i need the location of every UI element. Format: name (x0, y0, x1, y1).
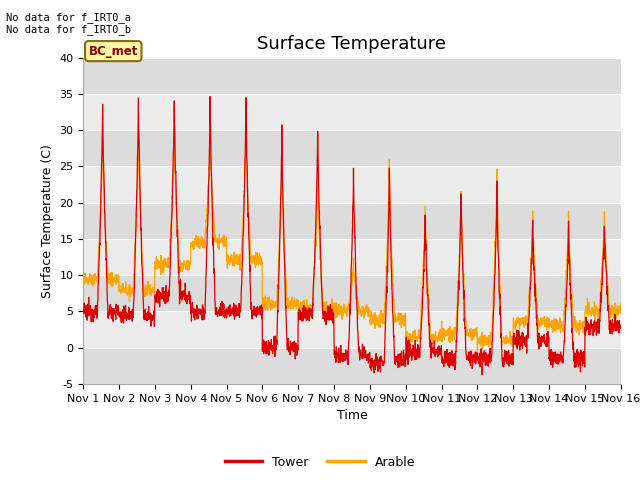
Tower (367, 367, 375, 373)
Tower (79, 310, 87, 315)
Y-axis label: Surface Temperature (C): Surface Temperature (C) (41, 144, 54, 298)
Title: Surface Temperature: Surface Temperature (257, 35, 447, 53)
Arable (474, 348, 481, 354)
Tower (508, 357, 516, 362)
Text: BC_met: BC_met (88, 45, 138, 58)
Text: No data for f_IRT0_b: No data for f_IRT0_b (6, 24, 131, 35)
Tower (230, 305, 237, 311)
Line: Tower: Tower (83, 96, 621, 375)
Bar (83, 239, 621, 275)
Arable (508, 343, 516, 349)
Bar (83, 94, 621, 130)
Arable (570, 325, 577, 331)
Arable (230, 262, 237, 268)
Tower (584, 327, 592, 333)
Arable (367, 316, 375, 322)
Bar (83, 58, 621, 94)
Arable (584, 311, 592, 316)
Arable (380, 314, 387, 320)
Bar (83, 312, 621, 348)
Tower (206, 94, 214, 99)
Bar (83, 203, 621, 239)
Bar (83, 167, 621, 203)
Tower (617, 325, 625, 331)
Arable (79, 275, 87, 281)
Bar (83, 348, 621, 384)
Bar (83, 275, 621, 312)
Tower (478, 372, 486, 378)
X-axis label: Time: Time (337, 409, 367, 422)
Arable (617, 301, 625, 307)
Bar (83, 130, 621, 167)
Tower (380, 360, 387, 366)
Arable (99, 136, 106, 142)
Tower (570, 345, 577, 350)
Line: Arable: Arable (83, 139, 621, 351)
Text: No data for f_IRT0_a: No data for f_IRT0_a (6, 12, 131, 23)
Legend: Tower, Arable: Tower, Arable (220, 451, 420, 474)
